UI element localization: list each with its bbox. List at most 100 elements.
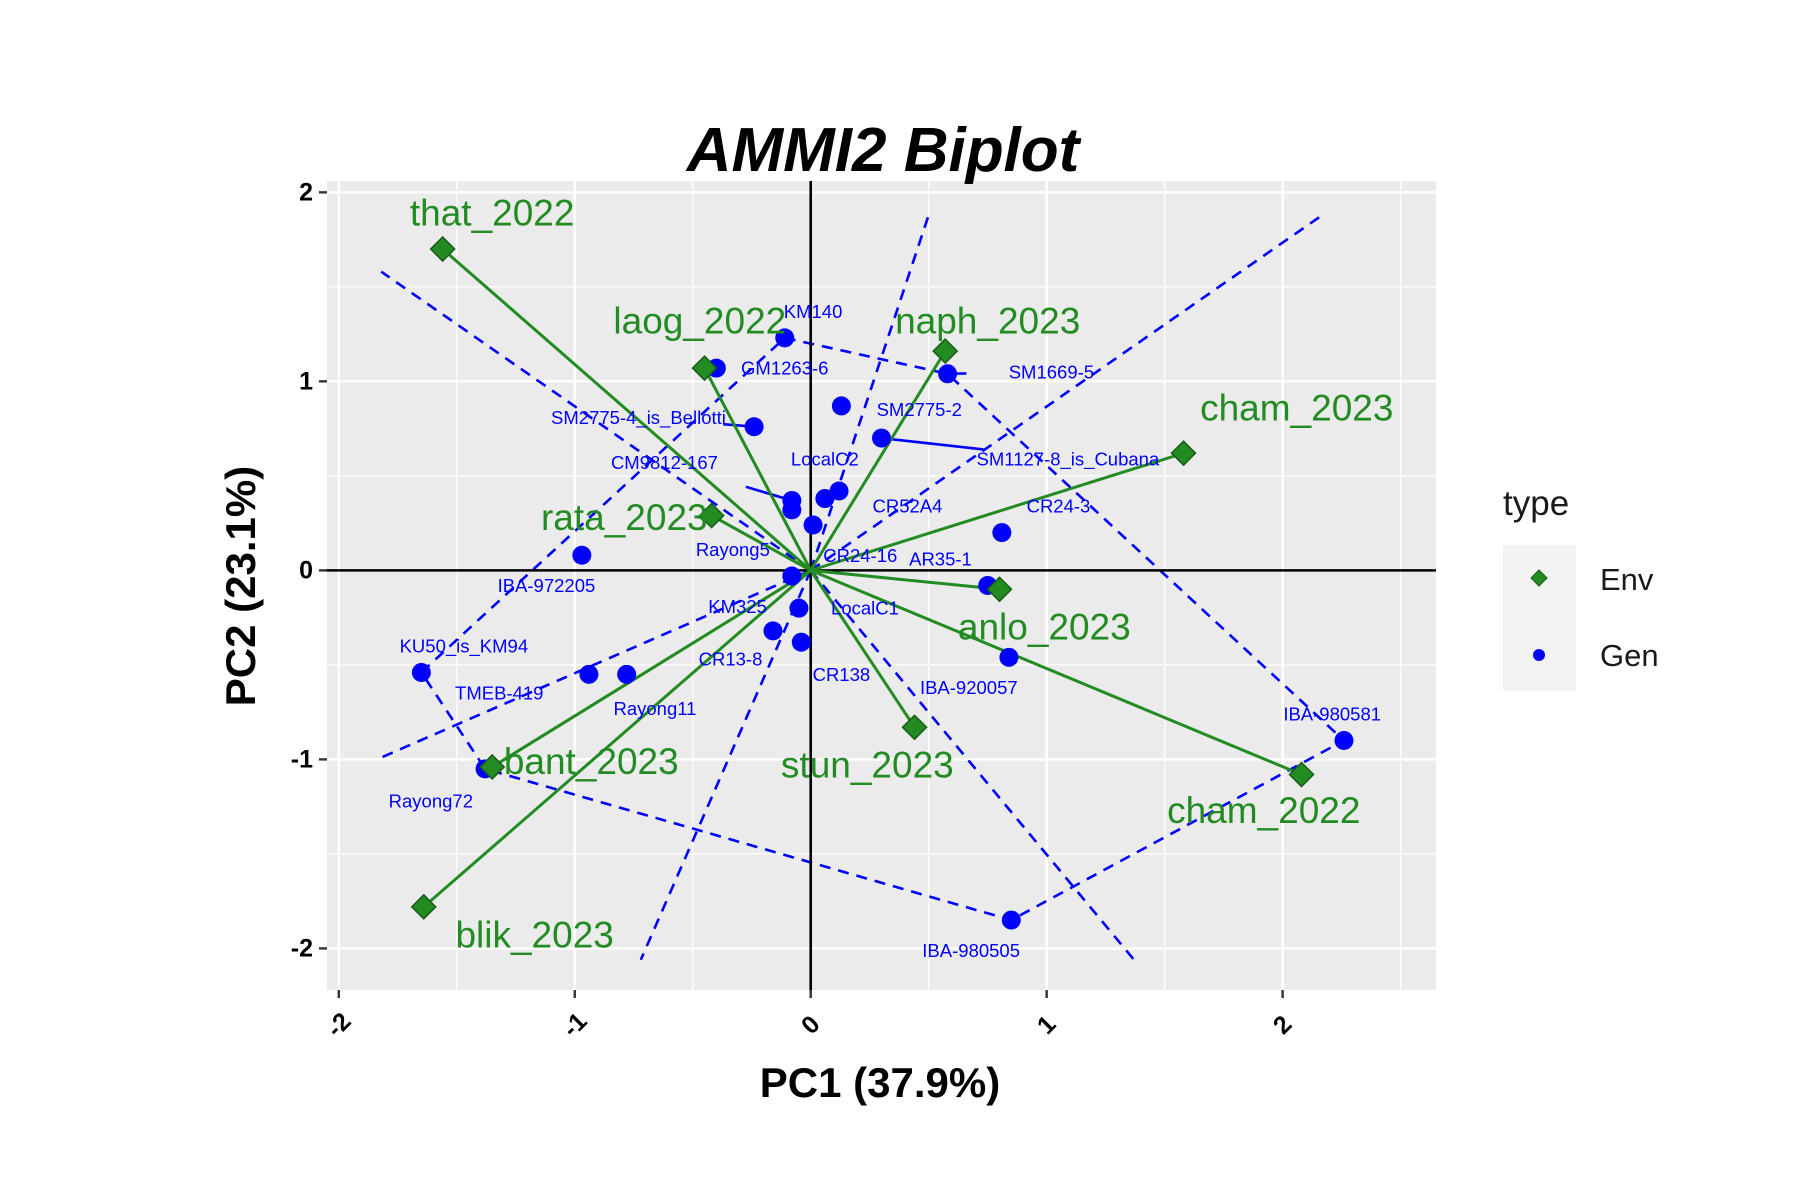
- env-vector-that_2022: [441, 247, 812, 572]
- gen-label-SM1669-5: SM1669-5: [1009, 361, 1094, 382]
- gen-point-SM1669-5: [938, 364, 958, 384]
- y-axis-title: PC2 (23.1%): [217, 466, 264, 706]
- env-point-stun_2023: [901, 714, 928, 741]
- plot-panel: [327, 181, 1436, 990]
- gen-point-IBA-972205: [572, 545, 592, 565]
- gen-label-Rayong72: Rayong72: [389, 790, 473, 811]
- sector-rays: [380, 212, 1326, 961]
- gen-label-LocalC1: LocalC1: [831, 598, 899, 619]
- legend-key-env-diamond: [1530, 569, 1548, 587]
- env-point-naph_2023: [932, 338, 959, 365]
- gen-point-CR24-16: [803, 515, 823, 535]
- y-tick-label: -2: [291, 934, 313, 962]
- env-label-laog_2022: laog_2022: [613, 300, 786, 341]
- gen-label-CR138: CR138: [813, 664, 871, 685]
- gen-label-IBA-980505: IBA-980505: [922, 940, 1020, 961]
- env-point-that_2022: [429, 235, 456, 263]
- env-vector-naph_2023: [809, 350, 947, 572]
- sector-ray: [809, 214, 930, 571]
- legend-label-gen: Gen: [1600, 638, 1659, 673]
- env-point-anlo_2023: [986, 576, 1013, 603]
- legend-key-gen-circle: [1533, 649, 1545, 661]
- gen-point-KM140: [775, 328, 795, 348]
- env-point-laog_2022: [691, 355, 718, 382]
- env-vector-blik_2023: [422, 569, 812, 908]
- legend: type Env Gen: [1503, 484, 1659, 691]
- gen-point-SM1127-8_is_Cubana: [872, 428, 891, 448]
- env-vector-laog_2022: [703, 367, 813, 572]
- gen-point-KU50_is_KM94: [411, 662, 431, 682]
- legend-label-env: Env: [1600, 562, 1654, 597]
- gen-label-Rayong5: Rayong5: [696, 539, 770, 560]
- gen-point-TMEB-419: [579, 664, 599, 684]
- gen-point-IBA-980505: [1001, 910, 1021, 930]
- zero-lines: [327, 181, 1436, 990]
- gen-label-IBA-972205: IBA-972205: [498, 575, 596, 596]
- env-label-cham_2022: cham_2022: [1167, 790, 1360, 831]
- env-point-cham_2023: [1170, 440, 1197, 467]
- env-label-bant_2023: bant_2023: [504, 741, 679, 782]
- env-vector-anlo_2023: [810, 568, 1000, 591]
- sector-ray: [639, 569, 812, 961]
- gen-label-CR13-8: CR13-8: [699, 649, 763, 670]
- env-vector-rata_2023: [710, 514, 812, 572]
- env-label-naph_2023: naph_2023: [895, 300, 1080, 341]
- sector-ray: [380, 569, 812, 759]
- gen-label-IBA-920057: IBA-920057: [920, 677, 1018, 698]
- environment-labels: that_2022 laog_2022 naph_2023 cham_2023rata…: [410, 193, 1394, 956]
- env-label-blik_2023: blik_2023: [455, 915, 613, 956]
- gen-point-CR13-8: [763, 621, 783, 641]
- env-point-rata_2023: [698, 502, 725, 529]
- chart-title: AMMI2 Biplot: [685, 116, 1082, 185]
- gen-point-Rayong5: [782, 500, 802, 520]
- legend-title: type: [1503, 484, 1569, 523]
- env-label-that_2022: that_2022: [410, 193, 575, 234]
- env-vector-bant_2023: [491, 569, 812, 769]
- gen-label-LocalC2: LocalC2: [791, 448, 859, 469]
- env-label-rata_2023: rata_2023: [541, 497, 708, 538]
- gen-point-KM325: [782, 566, 802, 586]
- env-vector-stun_2023: [809, 569, 916, 729]
- gen-point-LocalC1: [789, 598, 809, 618]
- env-label-cham_2023: cham_2023: [1200, 387, 1393, 428]
- gen-label-SM1127-8_is_Cubana: SM1127-8_is_Cubana: [977, 448, 1160, 470]
- gen-label-SM2775-2: SM2775-2: [877, 399, 962, 420]
- gen-label-CM9812-167: CM9812-167: [611, 452, 718, 473]
- env-point-bant_2023: [479, 753, 506, 781]
- gen-point-CR24-3: [992, 523, 1012, 543]
- sector-ray: [809, 212, 1326, 572]
- y-tick-label: 2: [299, 178, 313, 206]
- gen-label-Rayong11: Rayong11: [613, 698, 696, 719]
- env-label-stun_2023: stun_2023: [781, 745, 954, 786]
- gen-point-SM2775-4_is_Bellotti: [744, 417, 764, 437]
- gen-label-CR52A4: CR52A4: [872, 496, 942, 517]
- gen-label-TMEB-419: TMEB-419: [455, 683, 543, 704]
- genotype-points: [411, 328, 1354, 930]
- gen-label-AR35-1: AR35-1: [909, 549, 972, 570]
- env-point-cham_2022: [1288, 761, 1315, 788]
- y-tick-label: 0: [299, 556, 313, 584]
- environment-vectors: [422, 247, 1303, 908]
- genotype-labels: KM140 GM1263-6 SM1669-5 SM2775-2 SM2775-4_is…: [389, 301, 1381, 961]
- gen-label-KM325: KM325: [708, 596, 767, 617]
- gen-point-IBA-920057: [999, 647, 1019, 667]
- env-vector-cham_2022: [810, 568, 1303, 776]
- sector-ray: [809, 569, 1135, 961]
- gen-label-CR24-16: CR24-16: [823, 545, 897, 566]
- gen-point-SM2775-2: [831, 396, 851, 416]
- gen-label-SM2775-4_is_Bellotti: SM2775-4_is_Bellotti: [551, 407, 726, 429]
- gen-point-Rayong11: [617, 664, 637, 684]
- gen-point-CR52A4: [815, 489, 835, 509]
- gen-point-LocalC2: [829, 481, 849, 501]
- gen-point-CR138: [791, 632, 811, 652]
- leader-line-SM1127-8_is_Cubana: [881, 436, 984, 451]
- env-label-anlo_2023: anlo_2023: [958, 607, 1131, 648]
- env-point-blik_2023: [410, 893, 437, 920]
- x-axis-title: PC1 (37.9%): [760, 1059, 1000, 1106]
- gen-label-GM1263-6: GM1263-6: [741, 358, 828, 379]
- y-tick-label: -1: [291, 745, 313, 773]
- environment-points: [410, 235, 1315, 920]
- gen-point-IBA-980581: [1334, 730, 1354, 750]
- gen-label-KM140: KM140: [784, 301, 843, 322]
